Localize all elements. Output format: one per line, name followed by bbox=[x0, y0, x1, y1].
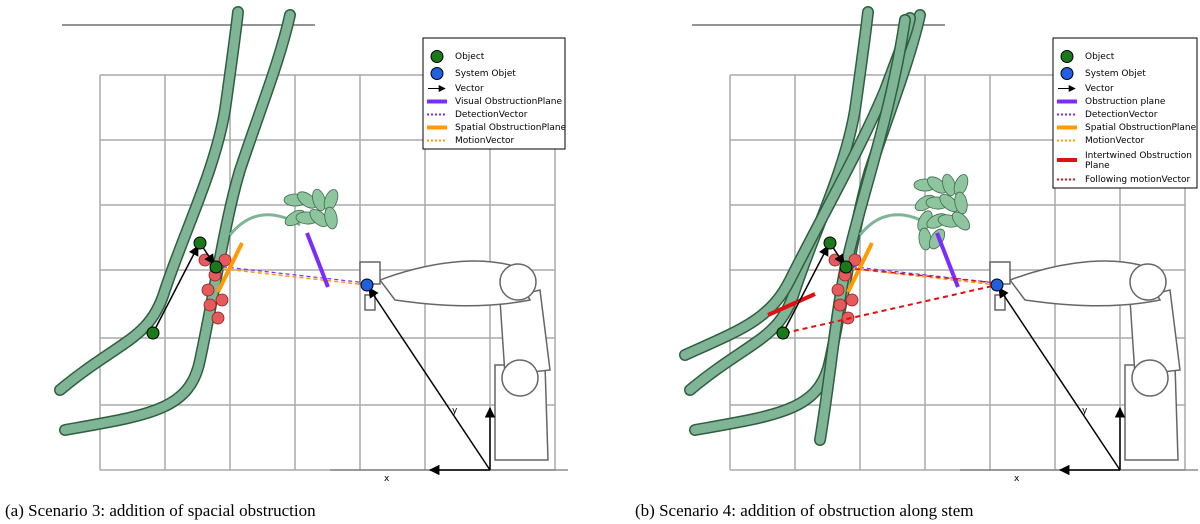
tomato bbox=[204, 299, 216, 311]
tomato bbox=[202, 284, 214, 296]
system-object bbox=[991, 279, 1003, 291]
panel: x y Object System Objet Vector Obstruction pl… bbox=[635, 12, 1198, 520]
caption: (a) Scenario 3: addition of spacial obst… bbox=[5, 501, 316, 520]
robot-joint bbox=[500, 264, 536, 300]
object bbox=[147, 327, 159, 339]
legend-label: Following motionVector bbox=[1085, 175, 1191, 185]
legend-label: MotionVector bbox=[455, 136, 514, 146]
legend-label: System Objet bbox=[455, 69, 516, 79]
robot-joint bbox=[502, 360, 538, 396]
object bbox=[840, 261, 852, 273]
system-object bbox=[361, 279, 373, 291]
legend-label-line: Intertwined Obstruction bbox=[1085, 151, 1192, 161]
legend-label: Object bbox=[1085, 52, 1115, 62]
legend-label: Vector bbox=[455, 84, 484, 94]
vector bbox=[999, 288, 1120, 470]
tomato bbox=[834, 299, 846, 311]
tomato bbox=[832, 284, 844, 296]
object bbox=[210, 261, 222, 273]
axis-label: y bbox=[452, 406, 458, 416]
robot-joint bbox=[1130, 264, 1166, 300]
legend-symbol bbox=[431, 51, 443, 63]
axis-label: y bbox=[1082, 406, 1088, 416]
robot-joint bbox=[1132, 360, 1168, 396]
legend-label: Vector bbox=[1085, 84, 1114, 94]
legend-label: Object bbox=[455, 52, 485, 62]
object bbox=[824, 237, 836, 249]
tomato bbox=[846, 294, 858, 306]
legend-label: Spatial ObstructionPlane bbox=[1085, 123, 1197, 133]
legend-label: DetectionVector bbox=[455, 110, 528, 120]
legend-symbol bbox=[431, 68, 443, 80]
caption: (b) Scenario 4: addition of obstruction … bbox=[635, 501, 974, 520]
legend-label: MotionVector bbox=[1085, 136, 1144, 146]
gripper bbox=[365, 295, 375, 310]
legend-label: System Objet bbox=[1085, 69, 1146, 79]
legend-label-line: Plane bbox=[1085, 161, 1110, 171]
tomato bbox=[212, 312, 224, 324]
panel: x y Object System Objet Vector Visual Obstruc… bbox=[5, 12, 568, 520]
following-vector bbox=[785, 285, 997, 333]
vector bbox=[369, 288, 490, 470]
legend-label: Visual ObstructionPlane bbox=[455, 97, 562, 107]
legend-symbol bbox=[1061, 51, 1073, 63]
detection-vector bbox=[216, 266, 367, 283]
legend-label: Spatial ObstructionPlane bbox=[455, 123, 567, 133]
legend-symbol bbox=[1061, 68, 1073, 80]
object bbox=[194, 237, 206, 249]
gripper bbox=[995, 295, 1005, 310]
object bbox=[777, 327, 789, 339]
axis-label: x bbox=[384, 474, 390, 484]
legend-label: Obstruction plane bbox=[1085, 97, 1166, 107]
legend-label: DetectionVector bbox=[1085, 110, 1158, 120]
tomato bbox=[216, 294, 228, 306]
axis-label: x bbox=[1014, 474, 1020, 484]
figure: x y Object System Objet Vector Visual Obstruc… bbox=[0, 0, 1200, 524]
